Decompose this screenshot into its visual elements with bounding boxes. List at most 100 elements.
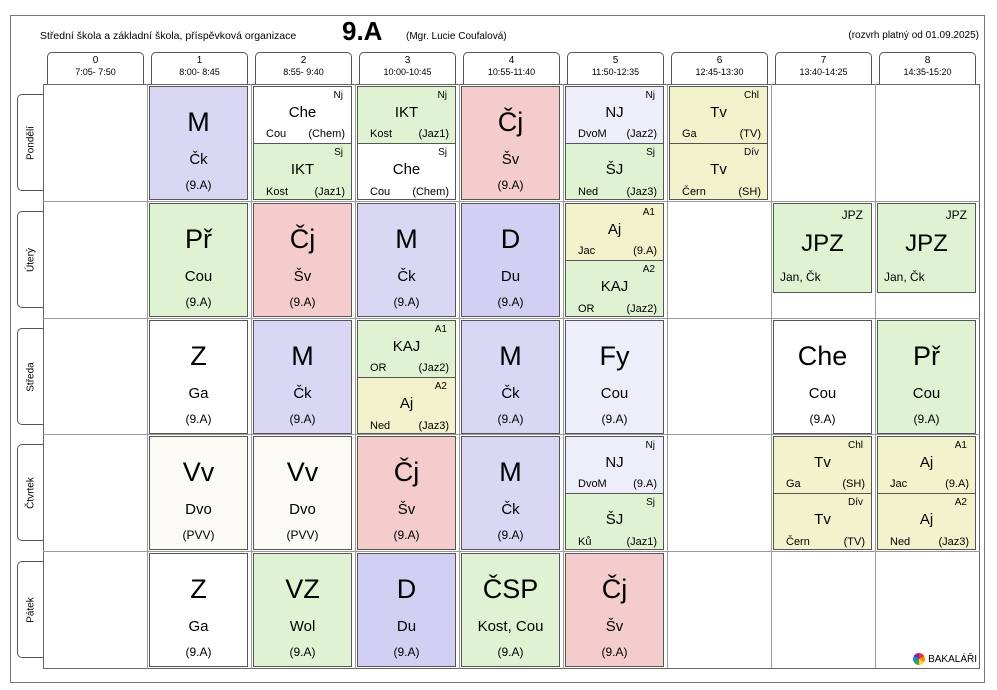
day-label: Pondělí — [17, 94, 43, 191]
lesson-half-top[interactable]: A1 KAJ OR (Jaz2) — [358, 321, 455, 378]
lesson-half-bot[interactable]: Sj ŠJ Ků (Jaz1) — [566, 494, 663, 549]
lesson-cell[interactable]: Z Ga (9.A) — [149, 320, 248, 434]
lesson-teacher: Ga — [786, 478, 801, 490]
lesson-cell[interactable]: JPZ JPZ Jan, Čk — [773, 203, 872, 293]
lesson-group: Nj — [333, 90, 343, 101]
lesson-room: (Jaz2) — [626, 303, 657, 315]
lesson-half-top[interactable]: Chl Tv Ga (SH) — [774, 437, 871, 494]
lesson-subject: M — [499, 341, 522, 371]
lesson-cell[interactable]: Vv Dvo (PVV) — [149, 436, 248, 550]
lesson-cell[interactable]: Fy Cou (9.A) — [565, 320, 664, 434]
lesson-cell[interactable]: Př Cou (9.A) — [877, 320, 976, 434]
lesson-subject: ŠJ — [605, 161, 624, 178]
period-header: 4 10:55-11:40 — [463, 52, 560, 84]
grid-row-line — [43, 551, 980, 552]
timetable-grid — [43, 84, 980, 669]
lesson-cell[interactable]: Čj Šv (9.A) — [253, 203, 352, 317]
lesson-cell[interactable]: Čj Šv (9.A) — [565, 553, 664, 667]
lesson-half-top[interactable]: A1 Aj Jac (9.A) — [566, 204, 663, 261]
lesson-cell[interactable]: Nj IKT Kost (Jaz1) Sj Che Cou (Chem) — [357, 86, 456, 200]
lesson-subject: Čj — [601, 574, 628, 604]
lesson-half-bot[interactable]: Sj ŠJ Ned (Jaz3) — [566, 144, 663, 199]
lesson-half-top[interactable]: Chl Tv Ga (TV) — [670, 87, 767, 144]
lesson-cell[interactable]: A1 Aj Jac (9.A) A2 Aj Ned (Jaz3) — [877, 436, 976, 550]
lesson-teacher: Čk — [397, 268, 416, 285]
lesson-teacher: Kost, Cou — [477, 618, 544, 635]
lesson-teacher: Ned — [890, 536, 911, 548]
lesson-teacher: DvoM — [578, 128, 607, 140]
lesson-subject: Tv — [710, 161, 727, 178]
lesson-room: (9.A) — [185, 645, 212, 659]
period-time: 12:45-13:30 — [695, 67, 744, 77]
period-header: 2 8:55- 9:40 — [255, 52, 352, 84]
lesson-half-top[interactable]: A1 Aj Jac (9.A) — [878, 437, 975, 494]
lesson-cell[interactable]: Nj Che Cou (Chem) Sj IKT Kost (Jaz1) — [253, 86, 352, 200]
period-number: 4 — [508, 55, 515, 66]
grid-row-line — [43, 201, 980, 202]
period-time: 10:55-11:40 — [487, 67, 536, 77]
lesson-cell[interactable]: Chl Tv Ga (TV) Dív Tv Čern (SH) — [669, 86, 768, 200]
period-number: 7 — [820, 55, 827, 66]
day-label: Pátek — [17, 561, 43, 658]
lesson-subject: Z — [190, 574, 207, 604]
lesson-subject: D — [396, 574, 417, 604]
lesson-half-bot[interactable]: A2 Aj Ned (Jaz3) — [358, 378, 455, 433]
lesson-half-bot[interactable]: A2 Aj Ned (Jaz3) — [878, 494, 975, 549]
period-time: 13:40-14:25 — [799, 67, 848, 77]
lesson-subject: IKT — [394, 104, 419, 121]
lesson-cell[interactable]: A1 KAJ OR (Jaz2) A2 Aj Ned (Jaz3) — [357, 320, 456, 434]
lesson-half-top[interactable]: Nj NJ DvoM (9.A) — [566, 437, 663, 494]
lesson-cell[interactable]: Chl Tv Ga (SH) Dív Tv Čern (TV) — [773, 436, 872, 550]
lesson-half-top[interactable]: Nj Che Cou (Chem) — [254, 87, 351, 144]
lesson-subject: Př — [913, 341, 940, 371]
grid-column-line — [667, 84, 668, 669]
lesson-cell[interactable]: Čj Šv (9.A) — [461, 86, 560, 200]
lesson-room: (9.A) — [497, 412, 524, 426]
lesson-half-top[interactable]: Nj NJ DvoM (Jaz2) — [566, 87, 663, 144]
lesson-group: Sj — [438, 147, 447, 158]
lesson-cell[interactable]: VZ Wol (9.A) — [253, 553, 352, 667]
bakalari-logo: BAKALÁŘI — [913, 653, 977, 665]
lesson-cell[interactable]: Nj NJ DvoM (Jaz2) Sj ŠJ Ned (Jaz3) — [565, 86, 664, 200]
lesson-cell[interactable]: JPZ JPZ Jan, Čk — [877, 203, 976, 293]
lesson-half-bot[interactable]: Sj Che Cou (Chem) — [358, 144, 455, 199]
lesson-cell[interactable]: Čj Šv (9.A) — [357, 436, 456, 550]
lesson-subject: KAJ — [392, 338, 421, 355]
lesson-cell[interactable]: Che Cou (9.A) — [773, 320, 872, 434]
lesson-cell[interactable]: Z Ga (9.A) — [149, 553, 248, 667]
lesson-subject: Tv — [814, 511, 831, 528]
lesson-cell[interactable]: D Du (9.A) — [357, 553, 456, 667]
lesson-subject: Čj — [289, 224, 316, 254]
grid-column-line — [771, 84, 772, 669]
lesson-half-bot[interactable]: Dív Tv Čern (SH) — [670, 144, 767, 199]
lesson-cell[interactable]: M Čk (9.A) — [357, 203, 456, 317]
lesson-half-bot[interactable]: Dív Tv Čern (TV) — [774, 494, 871, 549]
period-header: 6 12:45-13:30 — [671, 52, 768, 84]
lesson-cell[interactable]: Vv Dvo (PVV) — [253, 436, 352, 550]
lesson-cell[interactable]: A1 Aj Jac (9.A) A2 KAJ OR (Jaz2) — [565, 203, 664, 317]
lesson-subject: Tv — [710, 104, 727, 121]
lesson-cell[interactable]: Nj NJ DvoM (9.A) Sj ŠJ Ků (Jaz1) — [565, 436, 664, 550]
period-header: 1 8:00- 8:45 — [151, 52, 248, 84]
class-teacher: (Mgr. Lucie Coufalová) — [406, 31, 507, 42]
lesson-teacher: Šv — [501, 151, 520, 168]
lesson-group: Nj — [645, 440, 655, 451]
lesson-room: (9.A) — [601, 645, 628, 659]
lesson-half-bot[interactable]: A2 KAJ OR (Jaz2) — [566, 261, 663, 316]
lesson-subject: Che — [392, 161, 421, 178]
period-header: 8 14:35-15:20 — [879, 52, 976, 84]
lesson-half-top[interactable]: Nj IKT Kost (Jaz1) — [358, 87, 455, 144]
lesson-cell[interactable]: M Čk (9.A) — [149, 86, 248, 200]
lesson-cell[interactable]: M Čk (9.A) — [461, 436, 560, 550]
period-time: 11:50-12:35 — [591, 67, 640, 77]
lesson-cell[interactable]: Př Cou (9.A) — [149, 203, 248, 317]
lesson-room: (9.A) — [185, 178, 212, 192]
lesson-group: Sj — [334, 147, 343, 158]
lesson-cell[interactable]: M Čk (9.A) — [253, 320, 352, 434]
lesson-cell[interactable]: M Čk (9.A) — [461, 320, 560, 434]
lesson-cell[interactable]: D Du (9.A) — [461, 203, 560, 317]
lesson-half-bot[interactable]: Sj IKT Kost (Jaz1) — [254, 144, 351, 199]
grid-row-line — [43, 434, 980, 435]
lesson-room: (TV) — [843, 536, 865, 548]
lesson-cell[interactable]: ČSP Kost, Cou (9.A) — [461, 553, 560, 667]
